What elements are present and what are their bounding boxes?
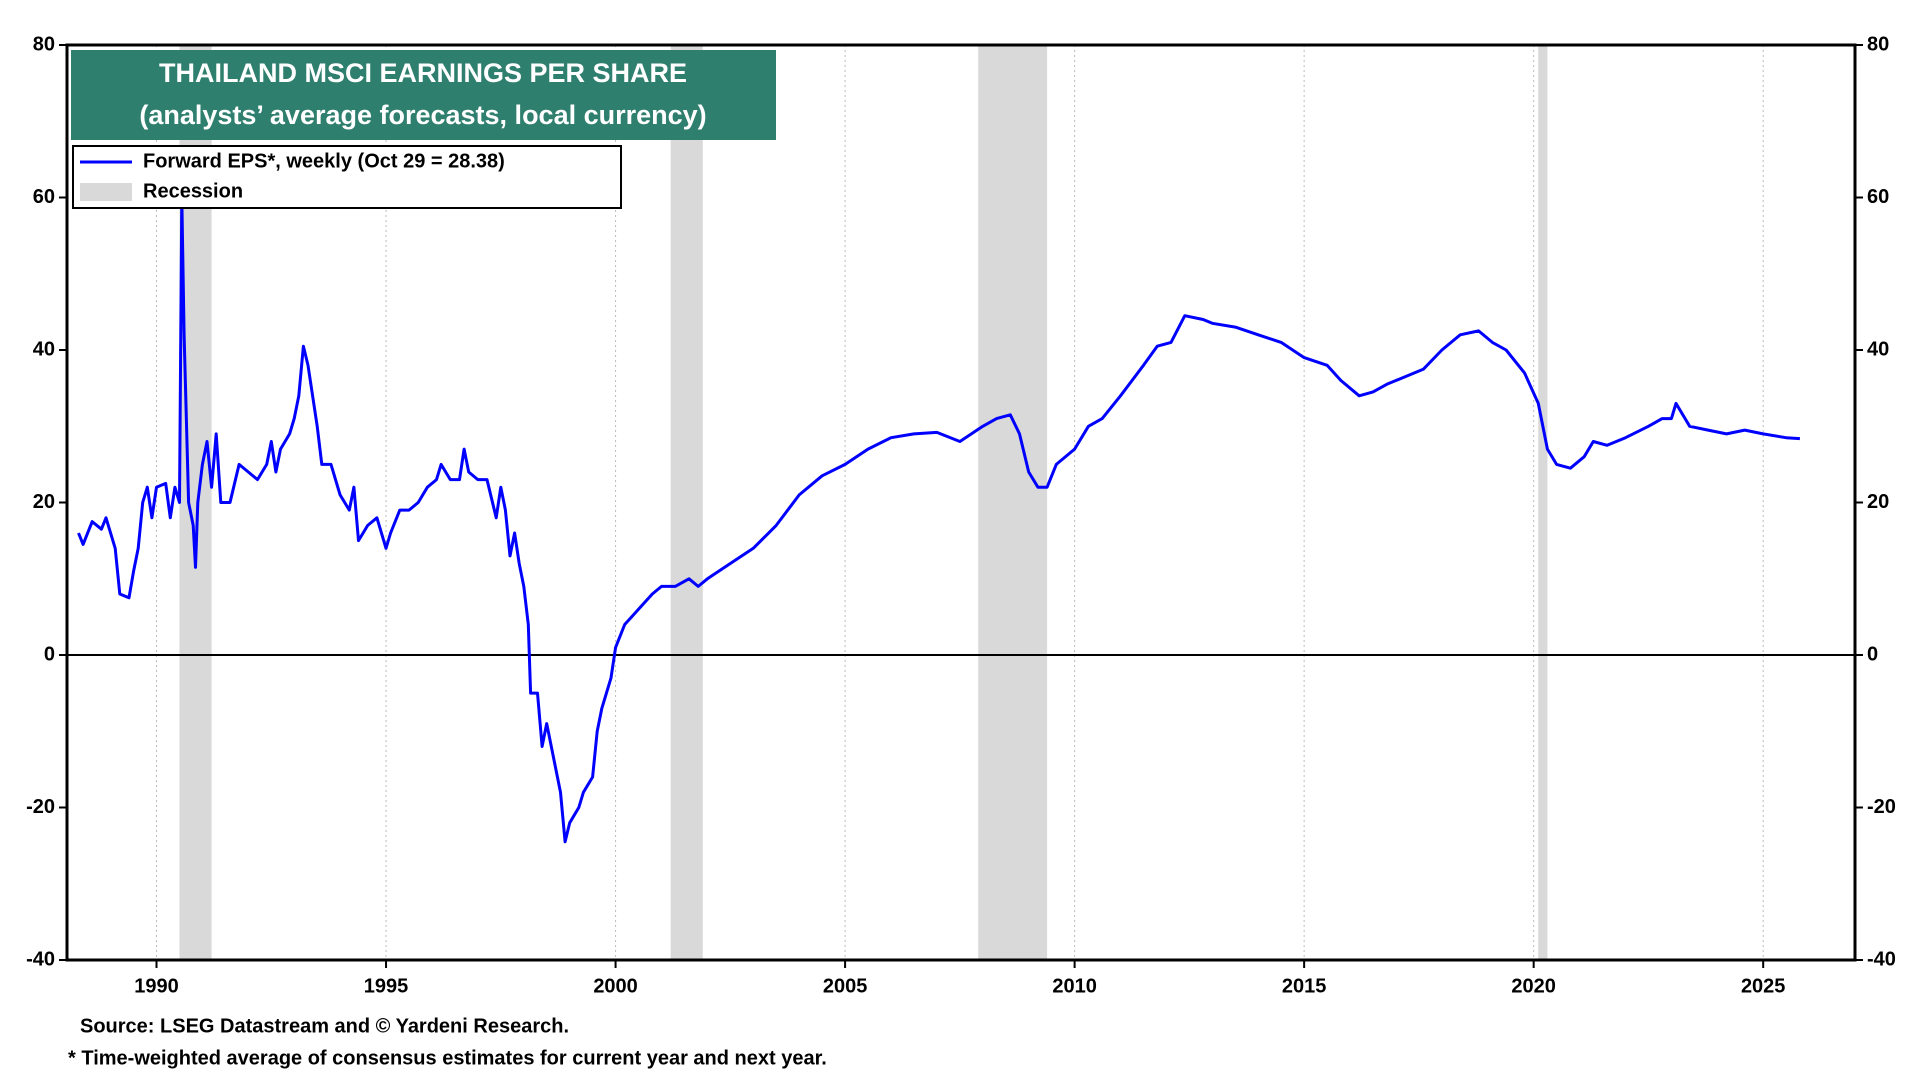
y2-tick-label: -40 (1867, 948, 1896, 970)
x-tick-label: 2010 (1052, 975, 1097, 997)
x-tick-label: 2020 (1511, 975, 1556, 997)
recession-band (978, 45, 1048, 960)
chart-subtitle: (analysts’ average forecasts, local curr… (139, 100, 706, 130)
y-tick-label: 80 (33, 33, 55, 55)
y-tick-label: 60 (33, 186, 55, 208)
y2-tick-label: 60 (1867, 186, 1889, 208)
y-tick-label: 20 (33, 491, 55, 513)
x-tick-label: 2005 (823, 975, 868, 997)
legend-label: Forward EPS*, weekly (Oct 29 = 28.38) (143, 150, 505, 172)
x-tick-label: 1995 (364, 975, 409, 997)
y-tick-label: 40 (33, 338, 55, 360)
footnote: * Time-weighted average of consensus est… (68, 1047, 827, 1069)
chart-title: THAILAND MSCI EARNINGS PER SHARE (159, 58, 687, 88)
legend-box (72, 145, 622, 209)
series-line (77, 196, 1800, 844)
y2-tick-label: 0 (1867, 643, 1878, 665)
x-tick-label: 2000 (593, 975, 638, 997)
y2-tick-label: 20 (1867, 491, 1889, 513)
recession-band (1538, 45, 1548, 960)
y2-tick-label: -20 (1867, 796, 1896, 818)
title-box (71, 50, 776, 140)
data-layer: 1990 1995 2000 2005 2010 2015 2020 2025-40 -40-2… (26, 33, 1896, 997)
plot-frame (65, 43, 1857, 962)
y2-tick-label: 40 (1867, 338, 1889, 360)
x-tick-label: 1990 (134, 975, 179, 997)
y-tick-label: -40 (26, 948, 55, 970)
x-tick-label: 2025 (1741, 975, 1786, 997)
source: Source: LSEG Datastream and © Yardeni Re… (80, 1015, 569, 1037)
legend-label: Recession (143, 180, 243, 202)
y-tick-label: -20 (26, 796, 55, 818)
recession-band (670, 45, 703, 960)
y-tick-label: 0 (44, 643, 55, 665)
legend-swatch (80, 183, 132, 201)
y2-tick-label: 80 (1867, 33, 1889, 55)
legend-layer: Forward EPS*, weekly (Oct 29 = 28.38) Rec… (80, 150, 505, 202)
x-tick-label: 2015 (1282, 975, 1327, 997)
